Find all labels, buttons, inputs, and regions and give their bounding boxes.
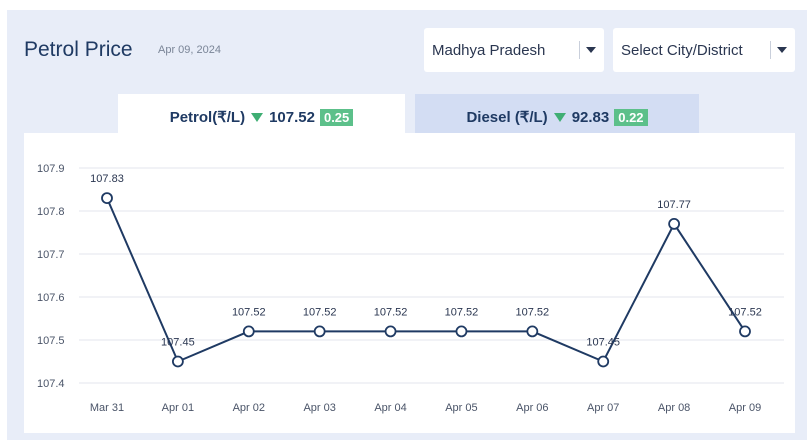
down-arrow-icon [553,112,566,122]
data-label: 107.45 [161,337,195,349]
data-label: 107.52 [728,306,762,318]
data-point [739,325,751,338]
tab-diesel[interactable]: Diesel (₹/L) 92.83 0.22 [415,94,699,140]
data-label: 107.52 [445,306,479,318]
tab-diesel-change-badge: 0.22 [614,108,648,126]
page-title: Petrol Price [24,38,133,61]
x-tick-label: Apr 03 [303,402,335,414]
x-tick-label: Mar 31 [90,402,124,414]
chevron-down-icon[interactable] [586,47,596,53]
price-line [106,197,746,363]
state-select[interactable]: Madhya Pradesh [424,28,604,72]
price-chart-svg: 107.9 107.8 107.7 107.6 107.5 107.4 Mar 31 Apr … [37,163,784,414]
data-point [101,192,113,204]
data-point [242,325,255,338]
data-point [171,355,184,368]
tab-diesel-label: Diesel (₹/L) [466,109,548,126]
tab-petrol[interactable]: Petrol(₹/L) 107.52 0.25 [118,94,405,140]
select-divider [770,41,771,59]
data-point [313,325,326,338]
tab-petrol-change-badge: 0.25 [319,108,354,126]
tab-petrol-label: Petrol(₹/L) [169,109,246,126]
city-select[interactable]: Select City/District [613,28,795,72]
data-point [384,325,397,338]
data-label: 107.83 [90,173,124,185]
price-chart: 107.9 107.8 107.7 107.6 107.5 107.4 Mar 31 Apr … [24,133,795,433]
x-tick-label: Apr 04 [374,402,406,414]
x-tick-label: Apr 09 [729,402,761,414]
data-point [526,325,539,338]
x-tick-label: Apr 08 [658,402,690,414]
x-tick-label: Apr 01 [162,402,194,414]
y-tick-label: 107.8 [37,206,65,218]
city-select-value: Select City/District [621,41,743,59]
x-tick-label: Apr 02 [233,402,265,414]
data-label: 107.52 [516,306,550,318]
chevron-down-icon[interactable] [777,47,787,53]
data-label: 107.52 [303,306,337,318]
price-panel: Petrol Price Apr 09, 2024 Madhya Pradesh… [7,10,807,440]
select-divider [579,41,580,59]
tab-diesel-price: 92.83 [571,108,610,126]
y-tick-label: 107.4 [37,378,65,390]
data-label: 107.52 [374,306,408,318]
price-date: Apr 09, 2024 [158,44,221,56]
y-tick-label: 107.9 [37,163,65,175]
y-tick-label: 107.5 [37,335,65,347]
data-label: 107.52 [232,306,266,318]
down-arrow-icon [251,112,264,122]
state-select-value: Madhya Pradesh [432,41,546,59]
data-label: 107.77 [657,199,691,211]
y-tick-label: 107.7 [37,249,65,261]
data-point [597,355,610,368]
data-point [455,325,468,338]
data-label: 107.45 [586,337,620,349]
y-tick-label: 107.6 [37,292,65,304]
data-point [668,218,681,230]
x-tick-label: Apr 06 [516,402,548,414]
x-tick-label: Apr 05 [445,402,477,414]
tab-petrol-price: 107.52 [269,108,315,126]
x-tick-label: Apr 07 [587,402,619,414]
